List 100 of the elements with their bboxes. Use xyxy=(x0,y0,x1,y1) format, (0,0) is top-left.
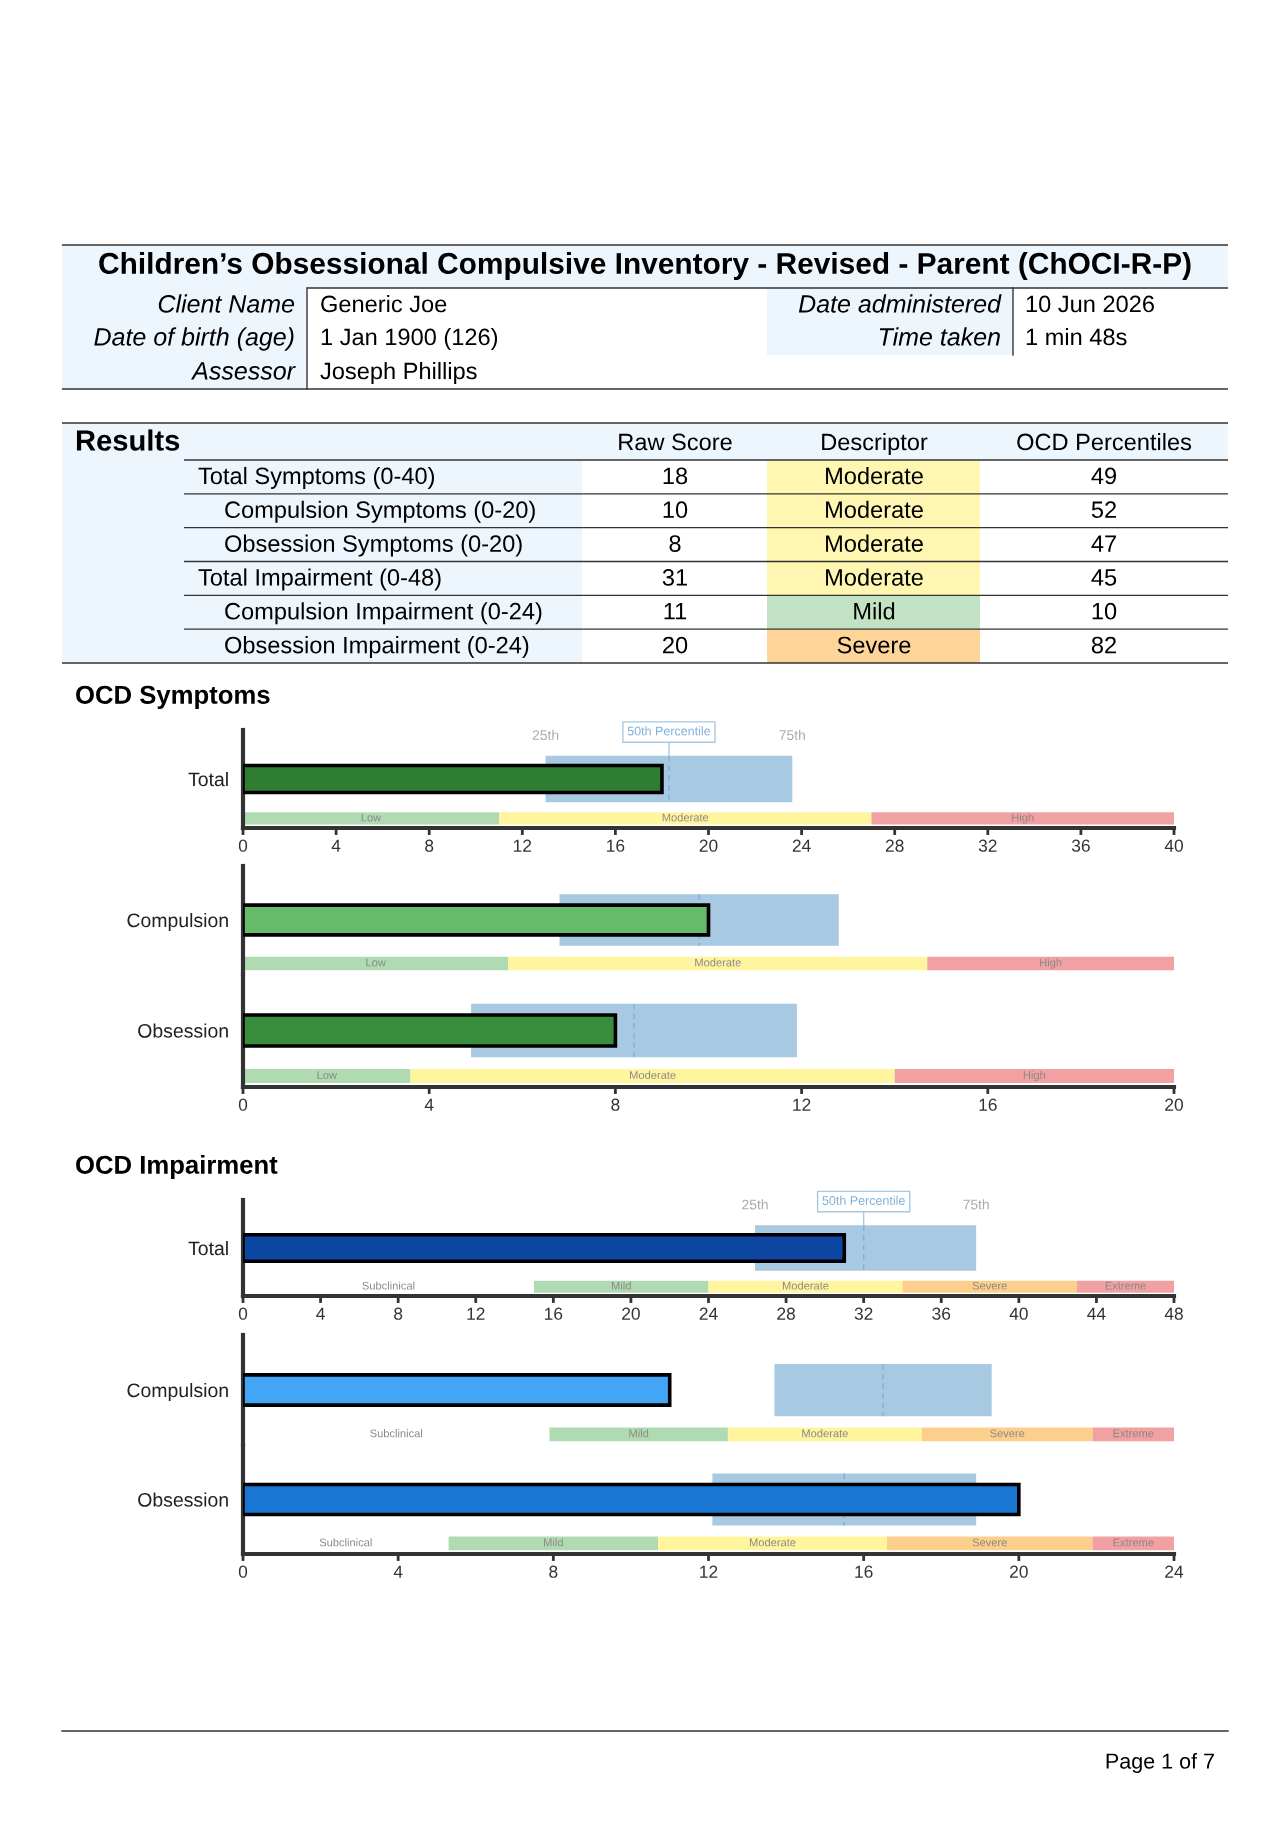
text: 1 min 48s xyxy=(1026,328,1127,346)
x-tick-label: 20 xyxy=(622,1307,640,1320)
text: Moderate xyxy=(826,568,923,586)
x-tick-label: 48 xyxy=(1164,1307,1183,1320)
band-label: Moderate xyxy=(802,1429,848,1438)
y-tick-label: Obsession xyxy=(138,1023,228,1038)
text: 10 xyxy=(1092,602,1117,620)
x-tick-label: 20 xyxy=(1010,1565,1028,1578)
y-tick-label: Total xyxy=(188,771,228,787)
text: 18 xyxy=(663,467,688,485)
ref-line-label: 50th Percentile xyxy=(627,726,711,736)
band-label: Extreme xyxy=(1113,1538,1154,1547)
y-tick-label: Compulsion xyxy=(127,912,228,932)
x-tick-label: 16 xyxy=(979,1098,997,1111)
x-tick-label: 28 xyxy=(777,1307,795,1320)
x-tick-label: 0 xyxy=(238,1307,248,1320)
text: Date administered xyxy=(798,294,1002,313)
text: Moderate xyxy=(826,466,923,485)
x-tick-label: 36 xyxy=(932,1307,951,1320)
text: Results xyxy=(76,429,180,451)
band-label: Moderate xyxy=(695,958,741,967)
x-tick-label: 8 xyxy=(394,1307,403,1320)
band-label: Mild xyxy=(611,1281,631,1290)
text: Severe xyxy=(837,636,911,654)
band-label: Low xyxy=(366,958,386,967)
band-label: Extreme xyxy=(1105,1281,1146,1290)
x-tick-label: 20 xyxy=(1165,1098,1183,1111)
x-tick-label: 40 xyxy=(1164,839,1183,852)
x-tick-label: 16 xyxy=(855,1565,873,1578)
band-label: High xyxy=(1012,813,1034,824)
text: 10 xyxy=(663,501,688,519)
annotation: 25th xyxy=(532,729,559,741)
y-tick-label: Obsession xyxy=(138,1492,228,1507)
band-label: Mild xyxy=(629,1429,649,1438)
x-tick-label: 12 xyxy=(700,1565,718,1578)
text: Moderate xyxy=(826,500,923,519)
x-tick-label: 20 xyxy=(699,839,718,852)
text: Total Symptoms (0-40) xyxy=(198,466,435,489)
text: Mild xyxy=(854,602,895,620)
x-tick-label: 24 xyxy=(699,1307,718,1320)
x-tick-label: 44 xyxy=(1087,1307,1106,1320)
text: 11 xyxy=(664,603,687,620)
text: Client Name xyxy=(158,294,295,313)
x-tick-label: 0 xyxy=(238,839,248,852)
x-tick-label: 12 xyxy=(793,1098,811,1111)
band-label: Low xyxy=(317,1071,338,1079)
x-tick-label: 32 xyxy=(854,1307,873,1320)
annotation: Subclinical xyxy=(319,1538,372,1547)
band-label: Severe xyxy=(972,1281,1007,1290)
band-label: Moderate xyxy=(782,1281,829,1290)
annotation: Subclinical xyxy=(370,1429,423,1438)
annotation: 75th xyxy=(963,1199,989,1210)
text: Descriptor xyxy=(822,432,928,455)
x-tick-label: 12 xyxy=(467,1307,485,1320)
chart-title: OCD Symptoms xyxy=(76,685,270,709)
y-tick-label: Total xyxy=(188,1240,228,1256)
text: Children’s Obsessional Compulsive Inventory - Revised - Parent (ChOCI-R-P) xyxy=(99,252,1191,280)
band-label: Mild xyxy=(544,1538,563,1547)
text: 10 Jun 2026 xyxy=(1026,295,1154,313)
x-tick-label: 8 xyxy=(425,839,434,852)
text: Compulsion Impairment (0-24) xyxy=(225,602,542,625)
text: Compulsion Symptoms (0-20) xyxy=(225,500,535,523)
text: 82 xyxy=(1091,636,1116,654)
x-tick-label: 0 xyxy=(238,1565,248,1578)
text: Total Impairment (0-48) xyxy=(198,568,441,591)
text: Assessor xyxy=(190,362,296,380)
text: Obsession Symptoms (0-20) xyxy=(225,534,522,557)
text: Obsession Impairment (0-24) xyxy=(225,636,529,659)
text: Page 1 of 7 xyxy=(1106,1752,1214,1774)
text: Joseph Phillips xyxy=(320,361,477,385)
text: 31 xyxy=(662,569,687,586)
x-tick-label: 8 xyxy=(611,1098,620,1111)
text: Generic Joe xyxy=(321,295,447,313)
y-tick-label: Compulsion xyxy=(127,1382,228,1402)
band-label: Extreme xyxy=(1113,1429,1154,1438)
x-tick-label: 40 xyxy=(1009,1307,1028,1320)
text: OCD Percentiles xyxy=(1017,432,1192,451)
text: 47 xyxy=(1091,535,1116,552)
text: 20 xyxy=(663,636,688,654)
ref-line-label: 50th Percentile xyxy=(822,1195,905,1205)
text: 8 xyxy=(669,535,681,552)
x-tick-label: 16 xyxy=(545,1307,563,1320)
text: 45 xyxy=(1091,569,1117,586)
x-tick-label: 12 xyxy=(513,839,532,852)
x-tick-label: 36 xyxy=(1071,839,1090,852)
x-tick-label: 4 xyxy=(331,839,341,852)
annotation: 25th xyxy=(742,1199,768,1210)
annotation: 75th xyxy=(779,729,805,741)
band-label: Moderate xyxy=(662,813,709,822)
band-label: Moderate xyxy=(749,1538,796,1547)
annotation: Subclinical xyxy=(362,1281,415,1290)
x-tick-label: 28 xyxy=(885,839,904,852)
chart-title: OCD Impairment xyxy=(76,1155,278,1179)
x-tick-label: 16 xyxy=(607,839,625,852)
band-label: High xyxy=(1023,1070,1046,1082)
x-tick-label: 24 xyxy=(792,839,811,852)
text: 1 Jan 1900 (126) xyxy=(321,328,498,350)
x-tick-label: 4 xyxy=(316,1307,325,1320)
x-tick-label: 4 xyxy=(393,1565,403,1578)
x-tick-label: 0 xyxy=(238,1098,248,1111)
